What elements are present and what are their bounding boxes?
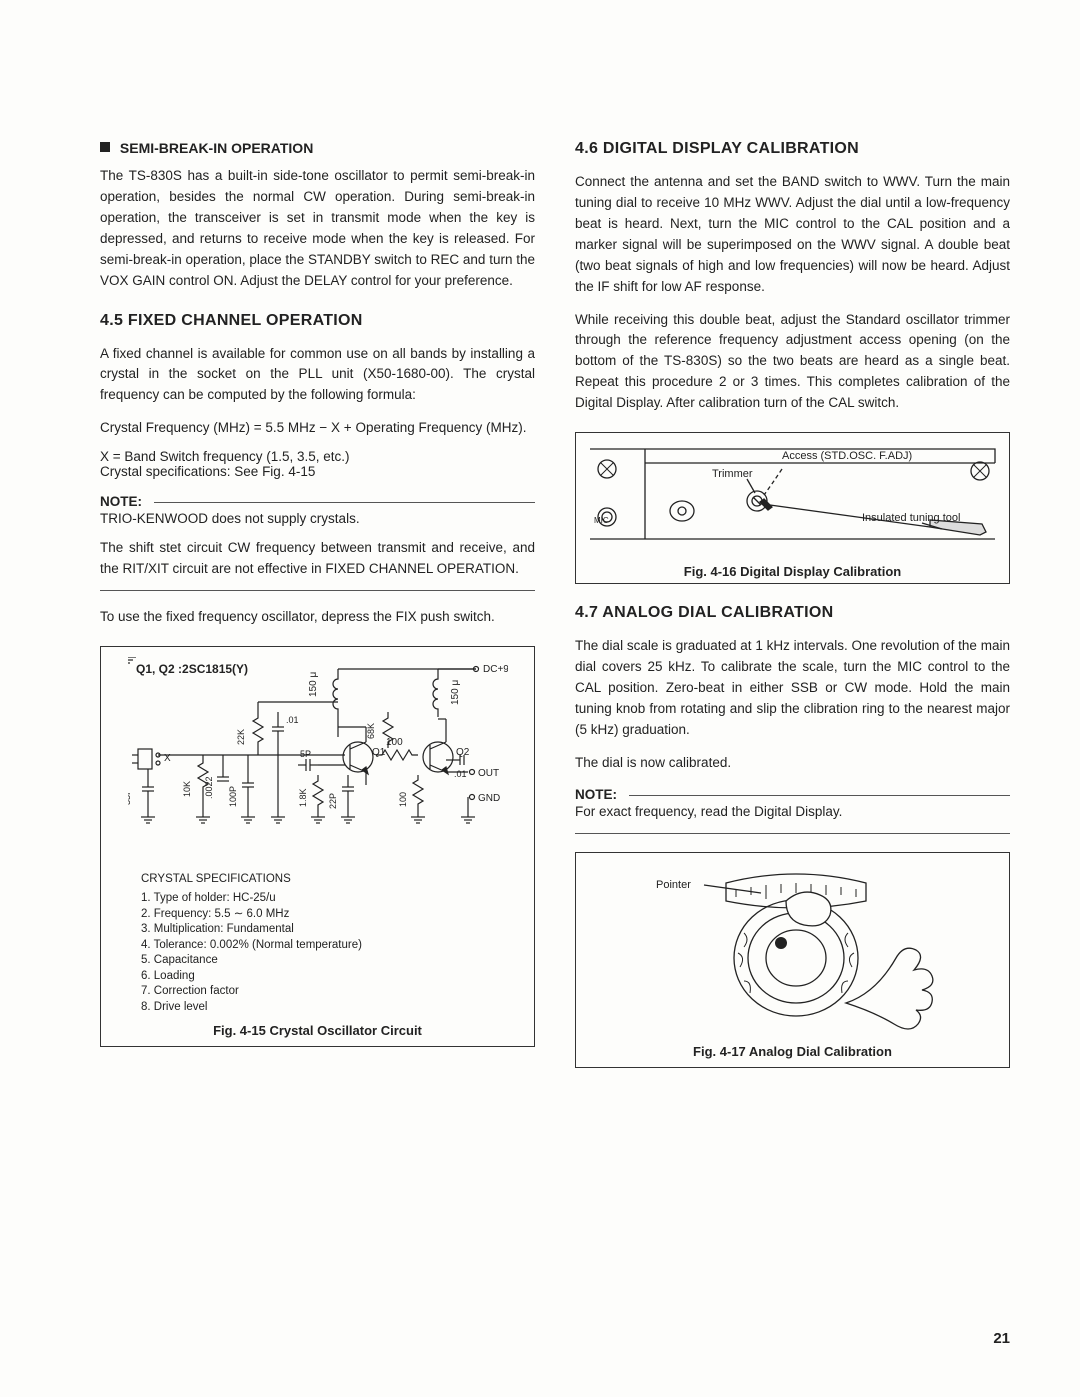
note-block: NOTE: TRIO-KENWOOD does not supply cryst… [100, 493, 535, 591]
label-r10k: 10K [182, 781, 192, 797]
figure-caption: Fig. 4-17 Analog Dial Calibration [586, 1044, 999, 1059]
spec-item: 2. Frequency: 5.5 ∼ 6.0 MHz [141, 907, 524, 923]
label-l150b: 150 μ [450, 680, 461, 705]
note-label: NOTE: [575, 787, 617, 802]
figure-caption: Fig. 4-16 Digital Display Calibration [582, 564, 1003, 579]
figure-caption: Fig. 4-15 Crystal Oscillator Circuit [111, 1023, 524, 1038]
spec-item: 7. Correction factor [141, 984, 524, 1000]
note-rule [154, 502, 535, 503]
label-r100b: 100 [398, 792, 408, 807]
page-number: 21 [993, 1330, 1010, 1347]
note-label: NOTE: [100, 494, 142, 509]
label-tool: Insulated tuning tool [862, 512, 960, 524]
label-c5p: 5P [300, 749, 311, 759]
formula-line: X = Band Switch frequency (1.5, 3.5, etc… [100, 449, 535, 464]
note-rule [629, 795, 1010, 796]
label-c22p: 22P [328, 793, 338, 809]
body-paragraph: The dial scale is graduated at 1 kHz int… [575, 636, 1010, 741]
section-4-5-heading: 4.5 FIXED CHANNEL OPERATION [100, 312, 535, 330]
label-dc9v: DC+9V [483, 664, 508, 675]
label-trimmer: Trimmer [712, 468, 753, 480]
label-c33p: 33P [128, 789, 132, 805]
spec-item: 8. Drive level [141, 1000, 524, 1016]
body-paragraph: Connect the antenna and set the BAND swi… [575, 172, 1010, 298]
label-out: OUT [478, 768, 499, 779]
body-paragraph: The dial is now calibrated. [575, 753, 1010, 774]
figure-4-16: MIC Trimmer Access (STD.OSC. F.ADJ) [575, 432, 1010, 584]
label-r18k: 1.8K [298, 788, 308, 807]
label-pointer: Pointer [656, 879, 691, 891]
note-text: For exact frequency, read the Digital Di… [575, 802, 1010, 823]
body-paragraph: A fixed channel is available for common … [100, 344, 535, 407]
dial-diagram-svg: Pointer [586, 863, 1006, 1033]
spec-list: 1. Type of holder: HC-25/u 2. Frequency:… [141, 891, 524, 1015]
note-text: The shift stet circuit CW frequency betw… [100, 538, 535, 580]
label-l150a: 150 μ [308, 672, 319, 697]
section-4-7-heading: 4.7 ANALOG DIAL CALIBRATION [575, 604, 1010, 622]
body-paragraph: The TS-830S has a built-in side-tone osc… [100, 166, 535, 292]
svg-text:MIC: MIC [594, 516, 609, 525]
figure-4-15: Q1, Q2 :2SC1815(Y) DC+9V 150 μ 150 μ [100, 646, 535, 1047]
label-r68k: 68K [366, 723, 376, 739]
note-text: TRIO-KENWOOD does not supply crystals. [100, 509, 535, 530]
two-column-layout: SEMI-BREAK-IN OPERATION The TS-830S has … [100, 140, 1010, 1068]
spec-item: 3. Multiplication: Fundamental [141, 922, 524, 938]
spec-item: 4. Tolerance: 0.002% (Normal temperature… [141, 938, 524, 954]
subsection-title: SEMI-BREAK-IN OPERATION [120, 140, 313, 156]
subsection-heading: SEMI-BREAK-IN OPERATION [100, 140, 535, 156]
manual-page: SEMI-BREAK-IN OPERATION The TS-830S has … [0, 0, 1080, 1397]
section-4-6-heading: 4.6 DIGITAL DISPLAY CALIBRATION [575, 140, 1010, 158]
body-paragraph: While receiving this double beat, adjust… [575, 310, 1010, 415]
right-column: 4.6 DIGITAL DISPLAY CALIBRATION Connect … [575, 140, 1010, 1068]
bullet-square-icon [100, 142, 110, 152]
left-column: SEMI-BREAK-IN OPERATION The TS-830S has … [100, 140, 535, 1068]
body-paragraph: To use the fixed frequency oscillator, d… [100, 607, 535, 628]
label-gnd: GND [478, 793, 500, 804]
spec-item: 5. Capacitance [141, 953, 524, 969]
spec-heading: CRYSTAL SPECIFICATIONS [141, 873, 524, 885]
label-r22k: 22K [236, 729, 246, 745]
calibration-diagram-svg: MIC Trimmer Access (STD.OSC. F.ADJ) [582, 439, 1002, 559]
horizontal-rule [100, 590, 535, 591]
label-c0022: .0022 [204, 776, 214, 799]
label-c01a: .01 [286, 715, 299, 725]
circuit-title: Q1, Q2 :2SC1815(Y) [136, 662, 248, 676]
spec-item: 6. Loading [141, 969, 524, 985]
circuit-diagram-svg: Q1, Q2 :2SC1815(Y) DC+9V 150 μ 150 μ [128, 657, 508, 867]
horizontal-rule [575, 833, 1010, 834]
figure-4-17: Pointer [575, 852, 1010, 1068]
formula-text: X = Band Switch frequency (1.5, 3.5, etc… [100, 449, 535, 479]
label-access: Access (STD.OSC. F.ADJ) [782, 450, 912, 462]
formula-text: Crystal Frequency (MHz) = 5.5 MHz − X + … [100, 420, 535, 435]
label-q2: Q2 [456, 747, 470, 758]
label-c100p: 100P [228, 786, 238, 807]
label-c01b: .01 [454, 769, 467, 779]
formula-line: Crystal specifications: See Fig. 4-15 [100, 464, 535, 479]
note-block: NOTE: For exact frequency, read the Digi… [575, 786, 1010, 834]
spec-item: 1. Type of holder: HC-25/u [141, 891, 524, 907]
